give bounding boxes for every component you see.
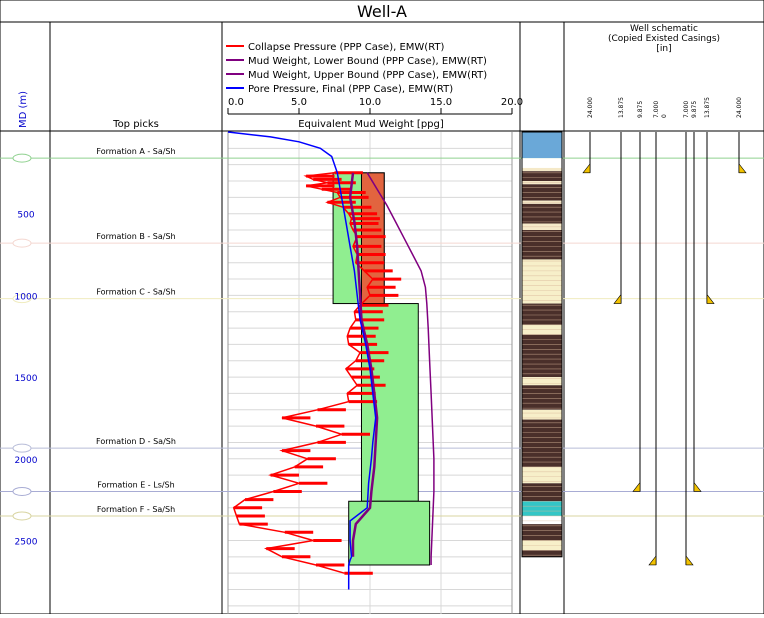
well-schematic: 24.000 13.875 9.875 7.000 0 7.000 9.875 13.875 2… <box>582 97 747 566</box>
formation-marker <box>12 443 32 453</box>
lithology-band <box>522 483 562 502</box>
casing-shoe <box>632 481 641 492</box>
casing-size-label: 9.875 <box>691 101 698 118</box>
casing-shoe <box>706 293 715 304</box>
x-axis: 0.0 5.0 10.0 15.0 20.0 <box>227 97 523 115</box>
series <box>227 131 435 590</box>
casing-shoe <box>613 293 622 304</box>
casing-size-label: 7.000 <box>683 101 690 118</box>
legend: Collapse Pressure (PPP Case), EMW(RT) Mud… <box>226 42 487 95</box>
y-tick-label: 1500 <box>15 374 38 384</box>
formation-label: Formation D - Sa/Sh <box>96 437 176 446</box>
x-tick-label: 15.0 <box>430 97 452 108</box>
lithology-band <box>522 230 562 260</box>
lithology-band <box>522 259 562 304</box>
casing-size-label: 13.875 <box>618 97 625 118</box>
formation-marker <box>12 486 32 496</box>
lithology-band <box>522 334 562 378</box>
schematic-title: Well schematic <box>630 24 698 34</box>
schematic-unit: [in] <box>656 44 671 54</box>
mud-weight-lower-line <box>348 172 379 557</box>
casing-size-label: 9.875 <box>637 101 644 118</box>
mud-axis-label: Equivalent Mud Weight [ppg] <box>298 119 444 130</box>
lithology-band <box>522 524 562 541</box>
lithology-band <box>522 385 562 410</box>
x-tick-label: 20.0 <box>501 97 523 108</box>
lithology-band <box>522 409 562 420</box>
lithology-band <box>522 377 562 386</box>
y-axis: 500 1000 1500 2000 2500 <box>15 211 38 548</box>
formation-marker <box>12 294 32 304</box>
formation-marker <box>12 238 32 248</box>
schematic-subtitle: (Copied Existed Casings) <box>608 34 720 44</box>
casing-size-label: 24.000 <box>587 97 594 118</box>
x-tick-label: 0.0 <box>228 97 244 108</box>
casing-shoe <box>582 162 591 174</box>
x-tick-label: 10.0 <box>359 97 381 108</box>
formation-label: Formation E - Ls/Sh <box>97 480 174 489</box>
legend-entry: Mud Weight, Lower Bound (PPP Case), EMW(… <box>248 56 487 67</box>
lithology-band <box>522 203 562 224</box>
lithology-band <box>522 550 562 557</box>
lithology-band <box>522 515 562 525</box>
formation-label: Formation B - Sa/Sh <box>96 232 175 241</box>
formation-marker <box>12 511 32 521</box>
lithology-column <box>521 131 563 558</box>
y-tick-label: 1000 <box>15 292 38 302</box>
lithology-band <box>522 171 562 182</box>
lithology-band <box>522 466 562 484</box>
lithology-band <box>522 303 562 325</box>
lithology-outline <box>521 131 563 558</box>
legend-entry: Collapse Pressure (PPP Case), EMW(RT) <box>248 42 445 53</box>
lithology-band <box>522 132 562 159</box>
chart-title: Well-A <box>357 2 407 21</box>
y-tick-label: 2500 <box>15 537 38 547</box>
y-tick-label: 2000 <box>15 456 38 466</box>
legend-entry: Pore Pressure, Final (PPP Case), EMW(RT) <box>248 84 453 95</box>
formation-label: Formation C - Sa/Sh <box>96 288 175 297</box>
casing-shoe <box>685 555 694 566</box>
casing-shoe <box>738 162 747 174</box>
mud-window-box <box>348 500 431 566</box>
casing-size-label: 7.000 <box>653 101 660 118</box>
top-picks-header: Top picks <box>112 119 159 130</box>
lithology-band <box>522 158 562 168</box>
casing-shoe <box>648 555 657 566</box>
depth-axis-label: MD (m) <box>18 91 29 128</box>
casing-size-label: 13.875 <box>704 97 711 118</box>
x-tick-label: 5.0 <box>291 97 307 108</box>
pore-pressure-line <box>227 131 377 590</box>
lithology-band <box>522 501 562 516</box>
casing-size-label: 24.000 <box>736 97 743 118</box>
formation-label: Formation F - Sa/Sh <box>97 505 175 514</box>
legend-entry: Mud Weight, Upper Bound (PPP Case), EMW(… <box>248 70 487 81</box>
formation-marker <box>12 153 32 163</box>
y-tick-label: 500 <box>17 211 34 221</box>
casing-shoe <box>693 481 702 492</box>
formation-label: Formation A - Sa/Sh <box>96 147 175 156</box>
lithology-band <box>522 419 562 467</box>
mud-weight-upper-line <box>366 172 435 565</box>
casing-size-label: 0 <box>661 114 668 118</box>
lithology-band <box>522 167 562 172</box>
